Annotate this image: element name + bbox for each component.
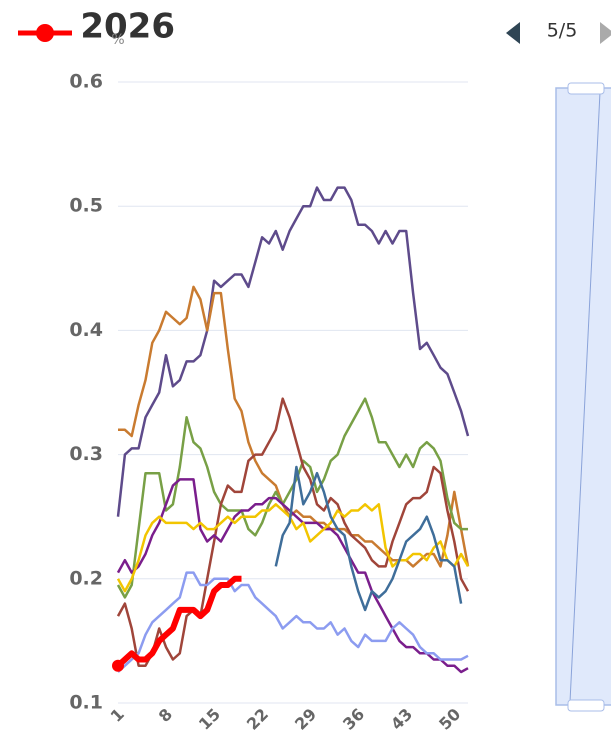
data-zoom-handle[interactable] bbox=[567, 82, 605, 95]
series-line bbox=[116, 186, 470, 517]
series-line bbox=[117, 571, 469, 673]
legend-icon bbox=[36, 24, 54, 42]
series-line bbox=[274, 465, 463, 612]
y-tick-label: 0.3 bbox=[69, 443, 103, 465]
x-tick-label: 8 bbox=[155, 705, 176, 726]
y-tick-label: 0.1 bbox=[69, 692, 103, 714]
x-tick-label: 50 bbox=[435, 705, 464, 734]
x-tick-label: 22 bbox=[243, 705, 272, 734]
y-axis-name: % bbox=[111, 32, 124, 48]
series-line bbox=[116, 478, 469, 674]
pager-next[interactable] bbox=[600, 22, 611, 44]
data-zoom-shadow bbox=[569, 91, 601, 703]
pager-text: 5/5 bbox=[547, 20, 578, 42]
y-tick-label: 0.6 bbox=[69, 71, 103, 93]
x-tick-label: 15 bbox=[195, 705, 224, 734]
series-line bbox=[116, 397, 470, 667]
legend-label[interactable]: 2026 bbox=[80, 7, 175, 47]
y-tick-label: 0.5 bbox=[69, 195, 103, 217]
series-line bbox=[116, 503, 470, 593]
pager-prev[interactable] bbox=[506, 22, 520, 44]
x-tick-label: 36 bbox=[339, 705, 368, 734]
data-zoom-slider[interactable] bbox=[555, 87, 611, 706]
x-tick-label: 29 bbox=[291, 705, 320, 734]
data-zoom-handle[interactable] bbox=[567, 699, 605, 712]
series-line bbox=[115, 575, 242, 668]
x-tick-label: 1 bbox=[107, 705, 128, 726]
data-point bbox=[112, 659, 124, 672]
y-tick-label: 0.2 bbox=[69, 567, 103, 589]
y-tick-label: 0.4 bbox=[69, 319, 103, 341]
x-tick-label: 43 bbox=[387, 705, 416, 734]
